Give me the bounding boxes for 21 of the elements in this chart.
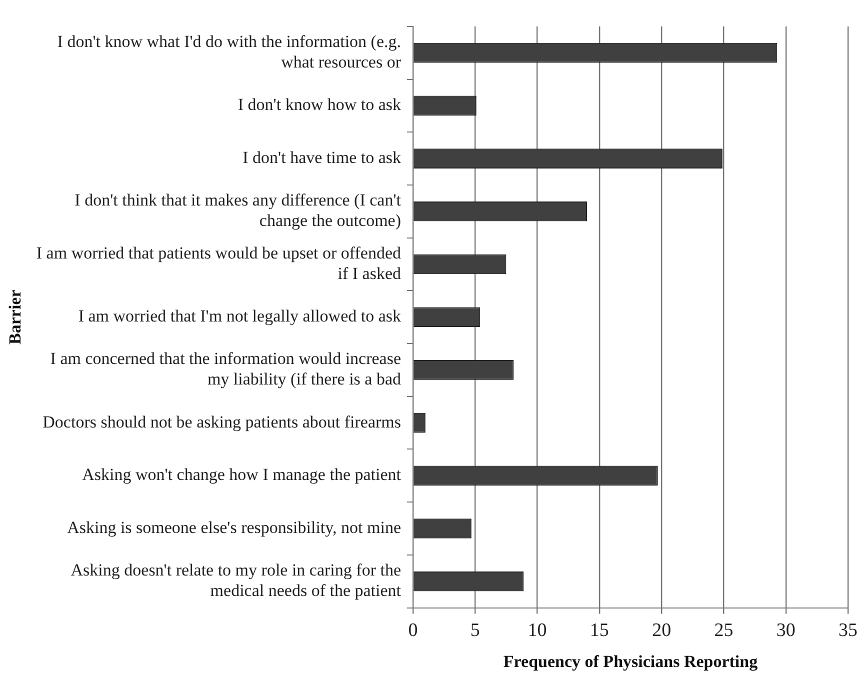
y-axis-title: Barrier [6,289,25,344]
y-tick-label: I don't have time to ask [242,148,402,168]
y-tick-label: I don't know how to ask [238,95,402,114]
x-tick-label: 10 [528,620,547,642]
x-tick-label: 0 [408,620,418,642]
x-tick-label: 35 [838,620,858,642]
y-tick-label: I don't know what I'd do with the information (e.g. what resources or [57,32,402,72]
x-tick-label: 5 [470,620,480,642]
x-tick-label: 25 [714,620,734,642]
x-tick-label: 20 [652,620,672,642]
x-tick-label: 15 [590,620,609,642]
y-tick-label: Doctors should not be asking patients about firearms [42,412,402,432]
y-tick-label: Asking won't change how I manage the patient [82,465,402,484]
y-tick-label: I am worried that patients would be upset or offended if I asked [36,244,402,283]
y-tick-label: Asking is someone else's responsibility, not mine [67,518,402,537]
y-tick-label: Asking doesn't relate to my role in caring for the medical needs of the patient [70,560,402,600]
y-tick-label: I am worried that I'm not legally allowed to ask [78,306,402,326]
x-axis-title: Frequency of Physicians Reporting [503,652,758,672]
y-tick-label: I am concerned that the information would increase my liability (if there is a bad [50,349,402,389]
x-tick-label: 30 [776,620,796,642]
y-tick-label: I don't think that it makes any difference (I can't change the outcome) [74,190,402,230]
